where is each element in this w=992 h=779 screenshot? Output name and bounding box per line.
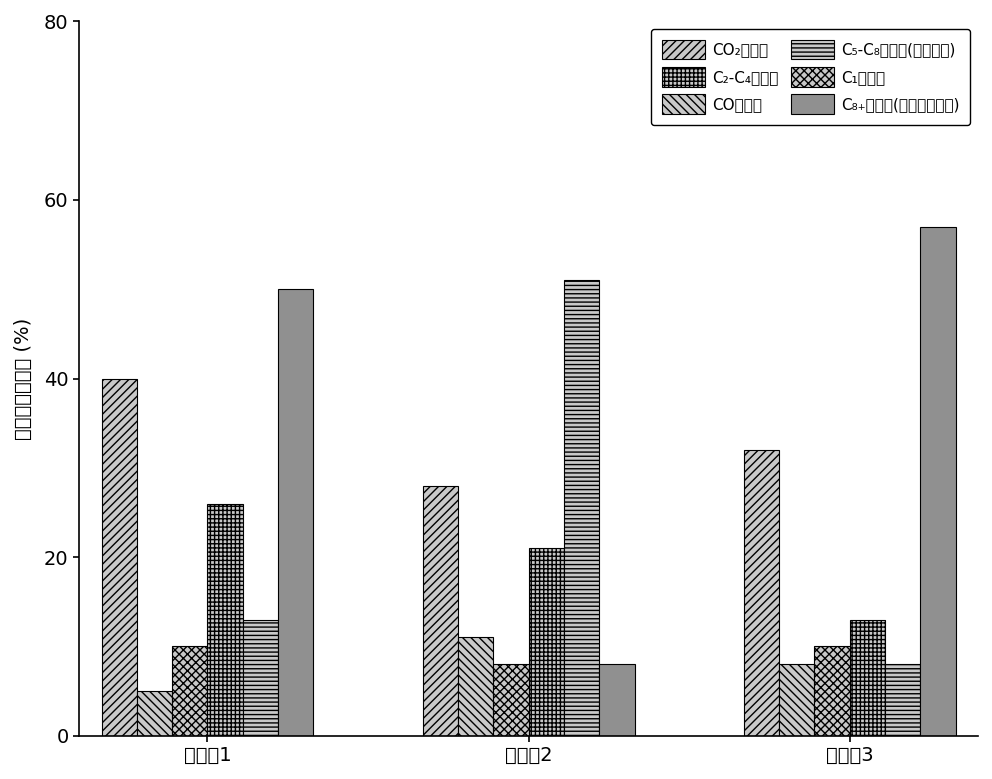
Bar <box>137 691 173 735</box>
Bar <box>850 619 885 735</box>
Bar <box>599 664 635 735</box>
Bar <box>173 647 207 735</box>
Bar <box>779 664 814 735</box>
Bar <box>814 647 850 735</box>
Bar <box>101 379 137 735</box>
Bar <box>744 450 779 735</box>
Bar <box>278 289 313 735</box>
Y-axis label: 转化率与选择性 (%): 转化率与选择性 (%) <box>14 317 33 439</box>
Bar <box>493 664 529 735</box>
Bar <box>458 637 493 735</box>
Bar <box>563 280 599 735</box>
Bar <box>423 485 458 735</box>
Bar <box>921 227 955 735</box>
Bar <box>243 619 278 735</box>
Bar <box>207 503 243 735</box>
Bar <box>529 548 563 735</box>
Bar <box>885 664 921 735</box>
Legend: CO₂转化率, C₂-C₄选择性, CO选择性, C₅-C₈选择性(汽油组分), C₁选择性, C₈₊选择性(航空燃油组分): CO₂转化率, C₂-C₄选择性, CO选择性, C₅-C₈选择性(汽油组分),… <box>651 29 970 125</box>
